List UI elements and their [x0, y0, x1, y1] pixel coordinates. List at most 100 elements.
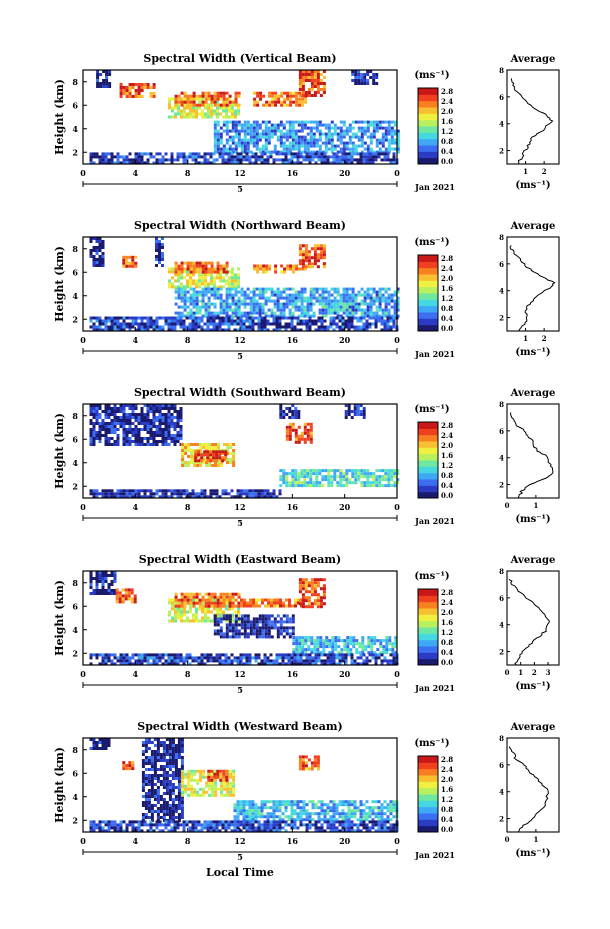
heatmap-cell	[162, 741, 166, 744]
heatmap-cell	[183, 112, 186, 116]
heatmap-cell	[170, 440, 174, 443]
heatmap-cell	[131, 416, 135, 419]
heatmap-cell	[222, 592, 226, 596]
heatmap-cell	[119, 316, 123, 320]
heatmap-cell	[355, 651, 359, 655]
heatmap-cell	[285, 478, 289, 482]
heatmap-cell	[319, 636, 323, 640]
heatmap-cell	[161, 407, 165, 410]
heatmap-cell	[263, 158, 267, 162]
heatmap-cell	[152, 495, 156, 499]
heatmap-cell	[324, 147, 328, 151]
heatmap-cell	[219, 103, 223, 107]
heatmap-cell	[167, 489, 171, 493]
heatmap-cell	[268, 267, 272, 271]
heatmap-cell	[354, 296, 358, 300]
heatmap-cell	[237, 135, 241, 139]
heatmap-cell	[146, 325, 150, 329]
heatmap-cell	[110, 431, 114, 434]
heatmap-cell	[269, 662, 273, 666]
heatmap-cell	[288, 604, 291, 608]
heatmap-cell	[301, 587, 305, 591]
heatmap-cell	[381, 120, 385, 124]
heatmap-cell	[198, 273, 201, 277]
heatmap-cell	[249, 141, 253, 145]
heatmap-cell	[320, 653, 324, 657]
heatmap-cell	[339, 302, 343, 306]
colorbar-tick-label: 2.4	[441, 264, 453, 273]
heatmap-cell	[230, 495, 234, 499]
heatmap-cell	[104, 738, 108, 741]
heatmap-cell	[212, 659, 216, 663]
heatmap-cell	[334, 642, 338, 646]
heatmap-cell	[240, 617, 244, 621]
heatmap-cell	[183, 299, 187, 303]
colorbar-swatch	[418, 312, 438, 319]
heatmap-cell	[110, 328, 114, 332]
heatmap-cell	[344, 410, 348, 413]
heatmap-cell	[350, 161, 354, 165]
heatmap-cell	[237, 282, 240, 286]
heatmap-cell	[215, 492, 219, 496]
heatmap-cell	[104, 744, 108, 747]
heatmap-cell	[98, 440, 102, 443]
heatmap-cell	[249, 302, 253, 306]
heatmap-cell	[140, 653, 144, 657]
heatmap-cell	[89, 152, 93, 156]
heatmap-cell	[237, 103, 241, 107]
heatmap-cell	[336, 144, 340, 148]
heatmap-cell	[107, 407, 111, 410]
heatmap-cell	[366, 308, 370, 312]
heatmap-cell	[258, 150, 262, 154]
heatmap-cell	[323, 659, 327, 663]
heatmap-cell	[89, 255, 93, 258]
heatmap-cell	[342, 311, 346, 315]
heatmap-cell	[207, 287, 211, 291]
heatmap-cell	[192, 94, 196, 98]
heatmap-cell	[288, 129, 292, 133]
heatmap-cell	[134, 440, 138, 443]
heatmap-cell	[192, 97, 196, 101]
heatmap-cell	[243, 132, 247, 136]
heatmap-cell	[187, 446, 191, 449]
heatmap-cell	[122, 404, 126, 407]
heatmap-cell	[356, 319, 360, 323]
y-tick-label: 4	[72, 625, 78, 635]
heatmap-cell	[240, 290, 244, 294]
heatmap-cell	[301, 97, 305, 101]
heatmap-cell	[92, 255, 96, 258]
heatmap-cell	[92, 437, 96, 440]
heatmap-cell	[134, 92, 138, 95]
heatmap-cell	[177, 616, 180, 620]
heatmap-cell	[187, 464, 191, 467]
heatmap-cell	[167, 319, 171, 323]
heatmap-cell	[134, 495, 138, 499]
heatmap-cell	[186, 282, 189, 286]
heatmap-cell	[89, 583, 93, 586]
heatmap-cell	[207, 311, 211, 315]
heatmap-cell	[168, 267, 171, 271]
heatmap-cell	[252, 604, 255, 608]
heatmap-cell	[167, 416, 171, 419]
heatmap-cell	[307, 590, 311, 594]
heatmap-cell	[92, 744, 96, 747]
heatmap-cell	[228, 635, 232, 639]
colorbar-frame	[417, 421, 439, 499]
heatmap-cell	[194, 322, 198, 326]
heatmap-cell	[285, 299, 289, 303]
heatmap-cell	[320, 328, 324, 332]
heatmap-cell	[374, 319, 378, 323]
heatmap-cell	[264, 299, 268, 303]
heatmap-cell	[261, 290, 265, 294]
heatmap-cell	[225, 273, 228, 277]
heatmap-cell	[354, 73, 358, 76]
heatmap-cell	[202, 461, 206, 464]
heatmap-cell	[228, 623, 232, 627]
heatmap-cell	[128, 662, 132, 666]
heatmap-cell	[354, 311, 358, 315]
heatmap-cell	[342, 293, 346, 297]
heatmap-cell	[239, 495, 243, 499]
heatmap-cell	[365, 152, 369, 156]
heatmap-cell	[307, 256, 311, 260]
heatmap-cell	[245, 158, 249, 162]
